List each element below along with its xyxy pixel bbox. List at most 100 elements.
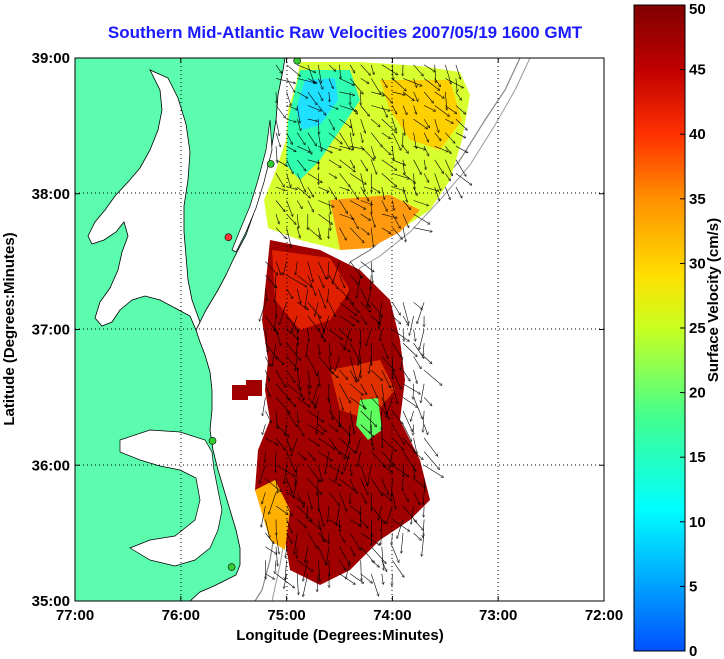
velocity-arrow — [423, 424, 428, 435]
velocity-arrow — [455, 105, 466, 115]
velocity-arrow — [262, 492, 266, 503]
velocity-arrow — [275, 478, 278, 493]
velocity-arrow — [455, 118, 467, 130]
velocity-arrow — [307, 118, 318, 121]
velocity-arrow — [424, 505, 425, 517]
velocity-arrow — [327, 288, 330, 302]
velocity-arrow — [392, 173, 409, 178]
velocity-arrow — [413, 132, 417, 149]
velocity-arrow — [346, 560, 351, 579]
velocity-arrow — [275, 78, 295, 83]
velocity-arrow — [328, 200, 331, 215]
velocity-arrow — [275, 410, 278, 429]
velocity-arrow — [380, 329, 383, 341]
velocity-arrow — [307, 383, 310, 394]
velocity-arrow — [322, 315, 330, 338]
velocity-arrow — [402, 91, 414, 101]
velocity-arrow — [297, 560, 313, 571]
velocity-arrow — [336, 465, 340, 481]
velocity-arrow — [434, 105, 450, 117]
velocity-arrow — [265, 383, 270, 397]
velocity-arrow — [260, 465, 266, 483]
velocity-arrow — [434, 173, 441, 190]
velocity-arrow — [445, 118, 453, 123]
velocity-arrow — [349, 573, 363, 583]
velocity-arrow — [349, 173, 366, 184]
velocity-arrow — [275, 132, 280, 147]
velocity-arrow — [265, 288, 267, 301]
velocity-arrow — [360, 186, 369, 201]
velocity-arrow — [370, 132, 382, 147]
velocity-arrow — [307, 105, 321, 111]
velocity-arrow — [386, 505, 393, 524]
velocity-arrow — [392, 213, 400, 228]
velocity-arrow — [445, 173, 450, 180]
velocity-arrow — [366, 329, 372, 346]
velocity-arrow — [318, 315, 324, 332]
velocity-arrow — [297, 214, 298, 228]
velocity-arrow — [402, 119, 405, 135]
velocity-arrow — [286, 410, 297, 427]
velocity-arrow — [381, 519, 382, 532]
velocity-arrow — [328, 78, 333, 88]
velocity-arrow — [296, 288, 301, 304]
velocity-arrow — [307, 410, 324, 422]
velocity-arrow — [296, 261, 298, 275]
velocity-arrow — [360, 315, 367, 324]
x-tick-label: 73:00 — [479, 607, 517, 624]
velocity-arrow — [286, 437, 292, 451]
velocity-arrow — [360, 397, 365, 408]
velocity-arrow — [286, 132, 293, 145]
velocity-arrow — [371, 105, 390, 111]
velocity-arrow — [392, 342, 401, 357]
velocity-arrow — [297, 145, 310, 152]
x-tick-label: 76:00 — [162, 607, 200, 624]
velocity-arrow — [296, 227, 300, 238]
velocity-arrow — [275, 397, 290, 413]
velocity-arrow — [360, 105, 370, 117]
velocity-arrow — [307, 370, 311, 388]
velocity-arrow — [423, 118, 429, 128]
velocity-arrow — [370, 275, 371, 289]
velocity-arrow — [423, 492, 424, 504]
velocity-arrow — [402, 437, 415, 452]
velocity-arrow — [339, 451, 350, 459]
velocity-arrow — [307, 356, 318, 376]
velocity-arrow — [262, 424, 266, 435]
velocity-arrow — [286, 105, 298, 110]
velocity-arrow — [291, 315, 298, 333]
velocity-arrow — [328, 132, 342, 144]
velocity-arrow — [296, 492, 304, 507]
velocity-arrow — [307, 173, 322, 182]
velocity-arrow — [419, 329, 425, 350]
velocity-arrow — [286, 478, 293, 494]
velocity-arrow — [328, 159, 341, 168]
velocity-arrow — [423, 64, 435, 72]
velocity-arrow — [370, 546, 386, 564]
velocity-arrow — [360, 200, 373, 205]
velocity-arrow — [381, 78, 387, 87]
velocity-arrow — [413, 302, 423, 309]
velocity-arrow — [349, 64, 355, 73]
velocity-arrow — [381, 200, 387, 212]
velocity-arrow — [328, 478, 341, 486]
velocity-arrow — [370, 78, 381, 94]
velocity-arrow — [392, 370, 401, 389]
velocity-arrow — [434, 159, 444, 174]
velocity-arrow — [455, 132, 466, 138]
velocity-arrow — [339, 145, 354, 150]
velocity-arrow — [445, 78, 463, 87]
velocity-arrow — [272, 343, 277, 366]
velocity-arrow — [413, 532, 422, 540]
velocity-arrow — [360, 573, 373, 583]
colorbar-ticks: 0 5 10 15 20 25 30 35 40 45 50 — [680, 1, 706, 659]
velocity-arrow — [275, 173, 284, 187]
velocity-arrow — [381, 560, 387, 571]
velocity-arrow — [417, 302, 425, 323]
velocity-arrow — [286, 186, 298, 189]
velocity-arrow — [339, 91, 355, 95]
y-tick-label: 37:00 — [32, 322, 70, 339]
x-tick-label: 74:00 — [373, 607, 411, 624]
velocity-arrow — [286, 356, 299, 370]
velocity-arrow — [360, 227, 370, 235]
